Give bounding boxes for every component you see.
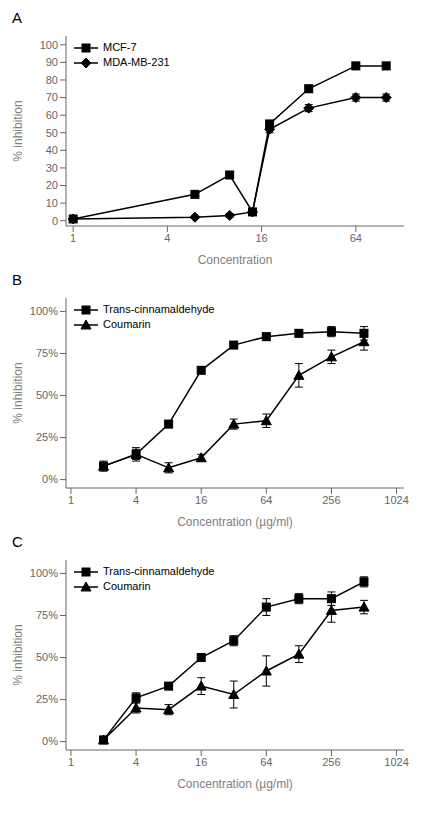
svg-text:1: 1 — [68, 756, 74, 768]
svg-text:Concentration: Concentration — [198, 253, 273, 267]
svg-text:70: 70 — [46, 91, 58, 103]
svg-text:90: 90 — [46, 56, 58, 68]
svg-text:20: 20 — [46, 179, 58, 191]
svg-text:16: 16 — [195, 756, 207, 768]
html-text:Coumarin: Coumarin — [103, 580, 151, 592]
svg-text:256: 256 — [322, 756, 340, 768]
svg-text:1: 1 — [68, 494, 74, 506]
svg-text:Concentration (µg/ml): Concentration (µg/ml) — [177, 515, 293, 529]
svg-text:75%: 75% — [36, 609, 58, 621]
svg-text:25%: 25% — [36, 431, 58, 443]
svg-text:256: 256 — [322, 494, 340, 506]
svg-text:1024: 1024 — [384, 494, 408, 506]
svg-text:100%: 100% — [30, 305, 58, 317]
svg-text:% inhibition: % inhibition — [11, 624, 25, 685]
html-text:A: A — [12, 9, 22, 26]
html-text:C: C — [12, 533, 23, 550]
html-text:Trans-cinnamaldehyde: Trans-cinnamaldehyde — [103, 303, 215, 315]
html-text:MCF-7: MCF-7 — [103, 41, 137, 53]
svg-text:30: 30 — [46, 162, 58, 174]
svg-text:40: 40 — [46, 144, 58, 156]
svg-text:Concentration (µg/ml): Concentration (µg/ml) — [177, 777, 293, 791]
svg-text:64: 64 — [350, 232, 362, 244]
svg-text:50: 50 — [46, 127, 58, 139]
svg-text:% inhibition: % inhibition — [11, 362, 25, 423]
svg-text:1024: 1024 — [384, 756, 408, 768]
svg-text:75%: 75% — [36, 347, 58, 359]
svg-text:50%: 50% — [36, 389, 58, 401]
svg-text:64: 64 — [260, 494, 272, 506]
svg-text:4: 4 — [164, 232, 170, 244]
svg-text:% inhibition: % inhibition — [11, 100, 25, 161]
html-text:Trans-cinnamaldehyde: Trans-cinnamaldehyde — [103, 565, 215, 577]
svg-text:80: 80 — [46, 74, 58, 86]
svg-text:25%: 25% — [36, 693, 58, 705]
svg-text:50%: 50% — [36, 651, 58, 663]
svg-text:64: 64 — [260, 756, 272, 768]
svg-text:0: 0 — [52, 215, 58, 227]
html-text:B: B — [12, 271, 22, 288]
svg-text:1: 1 — [70, 232, 76, 244]
svg-text:10: 10 — [46, 197, 58, 209]
html-text:Coumarin: Coumarin — [103, 318, 151, 330]
svg-text:100: 100 — [40, 39, 58, 51]
html-text:MDA-MB-231: MDA-MB-231 — [103, 56, 170, 68]
svg-text:100%: 100% — [30, 567, 58, 579]
svg-text:4: 4 — [133, 494, 139, 506]
svg-text:0%: 0% — [42, 473, 58, 485]
svg-text:4: 4 — [133, 756, 139, 768]
svg-text:16: 16 — [195, 494, 207, 506]
svg-text:0%: 0% — [42, 735, 58, 747]
svg-text:16: 16 — [255, 232, 267, 244]
svg-text:60: 60 — [46, 109, 58, 121]
